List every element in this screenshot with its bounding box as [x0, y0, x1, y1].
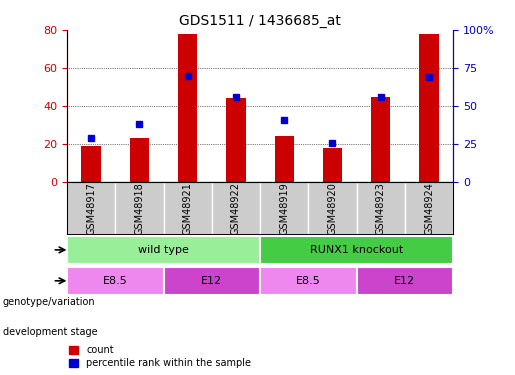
Text: E12: E12: [394, 276, 416, 286]
Bar: [356, 182, 405, 234]
Bar: [67, 267, 163, 295]
Text: wild type: wild type: [138, 245, 189, 255]
Text: GSM48924: GSM48924: [424, 182, 434, 235]
Bar: [212, 182, 260, 234]
Bar: [274, 136, 294, 182]
Text: E12: E12: [201, 276, 222, 286]
Bar: [67, 236, 260, 264]
Bar: [405, 182, 453, 234]
Title: GDS1511 / 1436685_at: GDS1511 / 1436685_at: [179, 13, 341, 28]
Text: E8.5: E8.5: [296, 276, 321, 286]
Bar: [115, 182, 163, 234]
Bar: [130, 138, 149, 182]
Text: GSM48918: GSM48918: [134, 182, 144, 235]
Text: GSM48921: GSM48921: [183, 182, 193, 235]
Text: GSM48923: GSM48923: [376, 182, 386, 235]
Bar: [81, 146, 101, 182]
Bar: [323, 148, 342, 182]
Bar: [371, 97, 390, 182]
Bar: [308, 182, 356, 234]
Legend: count, percentile rank within the sample: count, percentile rank within the sample: [66, 344, 253, 370]
Text: GSM48919: GSM48919: [279, 182, 289, 235]
Bar: [226, 99, 246, 182]
Bar: [356, 267, 453, 295]
Text: E8.5: E8.5: [103, 276, 128, 286]
Bar: [163, 267, 260, 295]
Text: RUNX1 knockout: RUNX1 knockout: [310, 245, 403, 255]
Text: genotype/variation: genotype/variation: [3, 297, 95, 307]
Text: GSM48917: GSM48917: [86, 182, 96, 235]
Text: GSM48922: GSM48922: [231, 182, 241, 235]
Text: development stage: development stage: [3, 327, 97, 337]
Bar: [178, 34, 197, 182]
Text: GSM48920: GSM48920: [328, 182, 337, 235]
Bar: [67, 182, 115, 234]
Bar: [163, 182, 212, 234]
Bar: [419, 34, 439, 182]
Bar: [260, 236, 453, 264]
Bar: [260, 182, 308, 234]
Bar: [260, 267, 356, 295]
